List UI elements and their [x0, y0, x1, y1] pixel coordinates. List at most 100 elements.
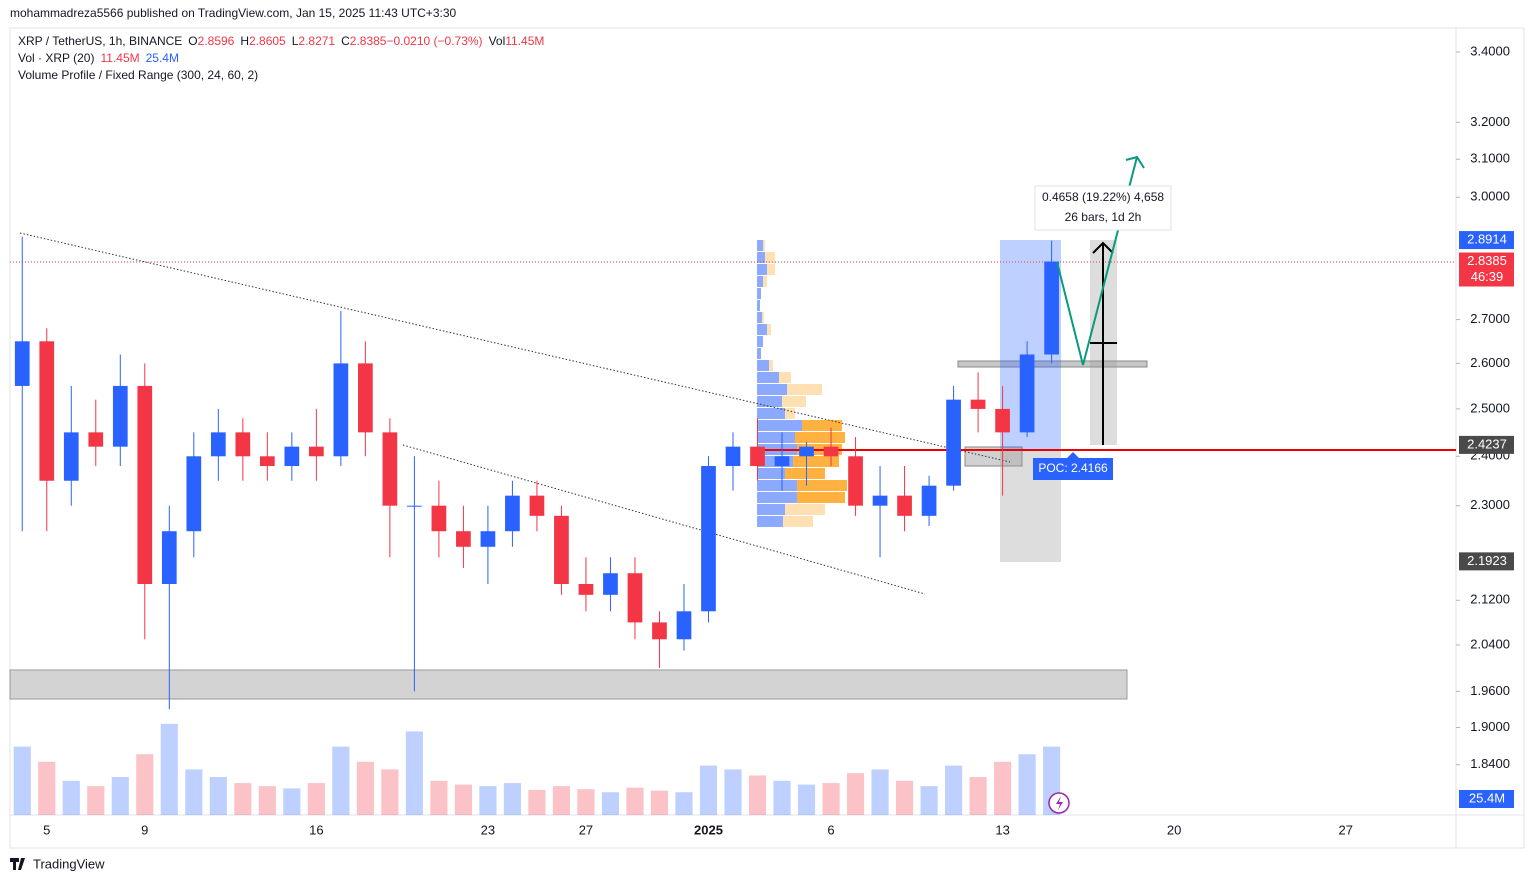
volume-bar	[307, 783, 325, 815]
profile-bar	[757, 264, 767, 275]
price-tag	[1459, 435, 1514, 454]
volume-bar	[601, 792, 620, 815]
volume-bar	[356, 761, 374, 815]
volume-bar	[209, 777, 227, 815]
x-tick-label: 23	[481, 822, 495, 837]
candle-body	[578, 583, 594, 595]
candle-body	[137, 385, 153, 584]
price-tag	[1459, 231, 1514, 250]
candle-body	[529, 495, 545, 516]
profile-bar	[757, 336, 763, 347]
volume-profile	[757, 240, 847, 527]
volume-bar	[503, 783, 522, 815]
profile-bar	[757, 372, 779, 383]
candle-body	[627, 573, 643, 623]
y-tick-label: 2.7000	[1470, 311, 1510, 326]
profile-bar	[785, 468, 825, 479]
profile-bar	[795, 432, 845, 443]
x-tick-label: 27	[579, 822, 593, 837]
volume-tag-box	[1459, 790, 1514, 808]
profile-bar	[757, 468, 785, 479]
volume-bar	[675, 792, 693, 815]
profile-bar	[763, 276, 767, 287]
candle-body	[701, 466, 716, 612]
volume-legend-value: 11.45M	[100, 51, 139, 65]
symbol: XRP / TetherUS, 1h, BINANCE	[18, 34, 182, 48]
price-tag-timer: 46:39	[1471, 269, 1504, 284]
volume-bar	[650, 790, 669, 815]
candle-body	[823, 446, 839, 457]
logo	[10, 858, 25, 870]
profile-bar	[793, 456, 839, 467]
volume-bar	[454, 784, 472, 815]
measure-label: 26 bars, 1d 2h	[1065, 210, 1142, 224]
candle-body	[63, 432, 79, 481]
volume-bar	[87, 786, 105, 815]
poc-box	[1033, 452, 1113, 480]
volume-bar	[283, 788, 301, 815]
x-tick-label: 27	[1338, 822, 1352, 837]
volume-bar	[724, 769, 742, 815]
price-tag	[1459, 552, 1514, 571]
price-tag-label: 2.1923	[1467, 553, 1507, 568]
y-tick-label: 3.0000	[1470, 189, 1510, 204]
candle-body	[970, 399, 986, 409]
candle-body	[774, 456, 790, 467]
profile-bar	[797, 492, 845, 503]
candle-body	[1044, 261, 1059, 355]
support-zone	[9, 669, 1128, 700]
candle-body	[39, 341, 55, 481]
profile-bar	[767, 324, 771, 335]
candle-body	[848, 456, 863, 506]
candle-body	[407, 505, 422, 507]
volume-bar	[430, 780, 448, 815]
profile-bar	[762, 312, 764, 323]
volume-bar	[234, 783, 252, 815]
y-tick-label: 1.9000	[1470, 719, 1510, 734]
profile-bar	[785, 408, 795, 419]
x-tick-label: 16	[309, 822, 323, 837]
volume-bar	[822, 783, 840, 815]
lightning	[1056, 796, 1063, 810]
candle-body	[1019, 354, 1035, 433]
candle-body	[603, 573, 618, 595]
candle-body	[186, 456, 202, 532]
footer: TradingView	[33, 856, 105, 871]
poc-label: POC: 2.4166	[1038, 461, 1108, 475]
ohlc-value: 2.8605	[249, 34, 286, 48]
volume-bar	[185, 769, 203, 815]
candle-body	[897, 495, 912, 516]
volume-bar	[920, 786, 938, 815]
ohlc-key: L	[292, 34, 299, 48]
candle-body	[112, 385, 128, 447]
volume-bar	[748, 775, 767, 815]
ohlc-key: Vol	[489, 34, 506, 48]
profile-legend: Volume Profile / Fixed Range (300, 24, 6…	[18, 68, 258, 82]
candles	[13, 236, 1061, 815]
profile-bar	[783, 516, 813, 527]
arrow-head	[1092, 241, 1114, 254]
x-tick-label: 2025	[694, 822, 723, 837]
y-tick-label: 3.4000	[1470, 43, 1510, 58]
candle-body	[161, 531, 177, 584]
volume-bar	[994, 761, 1012, 815]
price-tag-label: 2.8914	[1467, 232, 1507, 247]
profile-bar	[763, 240, 765, 251]
x-tick-label: 13	[995, 822, 1009, 837]
volume-bar	[871, 769, 889, 815]
profile-bar	[757, 504, 785, 515]
profile-bar	[757, 252, 765, 263]
symbol-legend: XRP / TetherUS, 1h, BINANCE O2.8596 H2.860…	[18, 34, 544, 48]
profile-bar	[757, 240, 763, 251]
ohlc-key: H	[240, 34, 249, 48]
candle-body	[210, 432, 226, 457]
ohlc-value: 2.8596	[198, 34, 235, 48]
volume-bar	[895, 780, 914, 815]
price-tag-label: 2.8385	[1467, 253, 1507, 268]
volume-bar	[969, 777, 987, 815]
volume-bar	[773, 780, 791, 815]
volume-bar	[552, 786, 571, 815]
ohlc-key: C	[341, 34, 350, 48]
ohlc-value: −0.0210 (−0.73%)	[386, 34, 482, 48]
volume-bar	[136, 754, 154, 815]
